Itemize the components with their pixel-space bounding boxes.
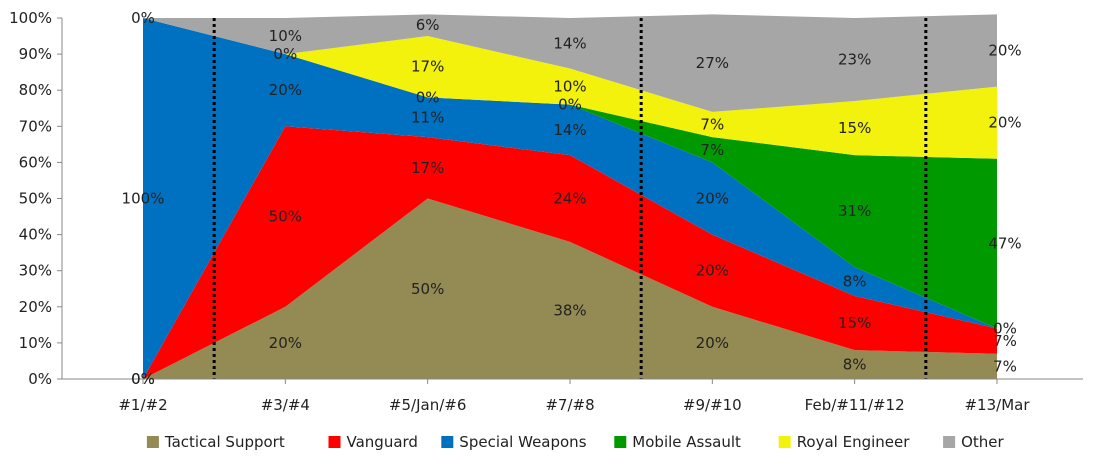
legend-swatch (441, 436, 454, 448)
data-label-vanguard: 24% (553, 190, 586, 208)
legend-label: Other (961, 433, 1004, 451)
data-label-vanguard: 15% (838, 314, 871, 332)
x-tick-label: #9/#10 (683, 396, 742, 414)
data-label-other: 27% (696, 54, 729, 72)
x-tick-label: Feb/#11/#12 (805, 396, 905, 414)
data-label-mobile-assault: 47% (988, 235, 1021, 253)
y-tick-label: 60% (19, 153, 52, 171)
legend: Tactical Support Vanguard Special Weapons M… (146, 433, 1005, 451)
legend-item-tactical-support: Tactical Support (146, 433, 285, 451)
data-label-mobile-assault: 7% (700, 141, 724, 159)
area-series-group (143, 14, 997, 379)
legend-item-other: Other (943, 433, 1005, 451)
data-label-special-weapons: 100% (122, 190, 165, 208)
legend-swatch (614, 436, 627, 448)
axes: 0%10%20%30%40%50%60%70%80%90%100%#1/#2 #3… (9, 9, 1083, 414)
legend-swatch (146, 436, 159, 448)
data-label-royal-engineer: 10% (553, 78, 586, 96)
legend-label: Vanguard (347, 433, 418, 451)
data-label-vanguard: 0% (131, 370, 155, 388)
y-tick-label: 0% (28, 370, 52, 388)
area-vanguard (143, 126, 997, 379)
y-tick-label: 50% (19, 190, 52, 208)
data-label-tactical-support: 7% (993, 357, 1017, 375)
data-label-other: 10% (269, 27, 302, 45)
legend-item-vanguard: Vanguard (328, 433, 418, 451)
x-tick-label: #5/Jan/#6 (389, 396, 466, 414)
data-label-royal-engineer: 15% (838, 119, 871, 137)
data-label-vanguard: 17% (411, 159, 444, 177)
data-label-other: 0% (131, 9, 155, 27)
data-label-other: 6% (416, 16, 440, 34)
data-label-special-weapons: 8% (843, 273, 867, 291)
x-tick-label: #1/#2 (118, 396, 167, 414)
data-label-other: 20% (988, 41, 1021, 59)
legend-item-special-weapons: Special Weapons (441, 433, 587, 451)
data-label-zero: 0% (558, 96, 582, 114)
data-label-royal-engineer: 20% (988, 114, 1021, 132)
legend-item-royal-engineer: Royal Engineer (778, 433, 911, 451)
data-label-tactical-support: 20% (269, 334, 302, 352)
data-label-royal-engineer: 7% (700, 115, 724, 133)
data-label-mobile-assault: 31% (838, 202, 871, 220)
data-label-vanguard: 50% (269, 208, 302, 226)
data-label-special-weapons: 20% (696, 190, 729, 208)
data-label-zero: 0% (273, 45, 297, 63)
data-label-tactical-support: 0% (131, 370, 155, 388)
data-label-special-weapons: 20% (269, 81, 302, 99)
data-label-other: 14% (553, 34, 586, 52)
data-label-tactical-support: 50% (411, 280, 444, 298)
area-tactical-support (143, 198, 997, 379)
legend-label: Special Weapons (459, 433, 586, 451)
y-tick-label: 90% (19, 45, 52, 63)
data-label-vanguard: 7% (993, 332, 1017, 350)
data-label-tactical-support: 20% (696, 334, 729, 352)
y-tick-label: 40% (19, 226, 52, 244)
x-tick-label: #13/Mar (964, 396, 1030, 414)
data-label-special-weapons: 11% (411, 108, 444, 126)
period-separators (212, 18, 928, 379)
data-label-royal-engineer: 17% (411, 58, 444, 76)
y-tick-label: 10% (19, 334, 52, 352)
y-tick-label: 30% (19, 262, 52, 280)
data-label-vanguard: 20% (696, 262, 729, 280)
y-tick-label: 20% (19, 298, 52, 316)
legend-label: Mobile Assault (632, 433, 741, 451)
legend-label: Royal Engineer (797, 433, 911, 451)
legend-swatch (943, 436, 956, 448)
y-tick-label: 100% (9, 9, 52, 27)
x-tick-label: #3/#4 (261, 396, 310, 414)
data-label-zero: 0% (416, 88, 440, 106)
area-royal-engineer (143, 18, 997, 159)
area-special-weapons (143, 18, 997, 379)
data-labels: 0%20%50%38%20%8% 7%0%50%17%24%20%15%7%100… (122, 9, 1022, 388)
y-tick-label: 70% (19, 117, 52, 135)
legend-label: Tactical Support (164, 433, 285, 451)
data-label-special-weapons: 14% (553, 121, 586, 139)
data-label-special-weapons: 0% (993, 319, 1017, 337)
area-mobile-assault (143, 18, 997, 329)
legend-swatch (328, 436, 341, 448)
x-tick-label: #7/#8 (545, 396, 594, 414)
legend-swatch (778, 436, 791, 448)
data-label-tactical-support: 38% (553, 301, 586, 319)
data-label-other: 23% (838, 51, 871, 69)
data-label-tactical-support: 8% (843, 356, 867, 374)
y-tick-label: 80% (19, 81, 52, 99)
legend-item-mobile-assault: Mobile Assault (614, 433, 741, 451)
area-other (143, 14, 997, 112)
